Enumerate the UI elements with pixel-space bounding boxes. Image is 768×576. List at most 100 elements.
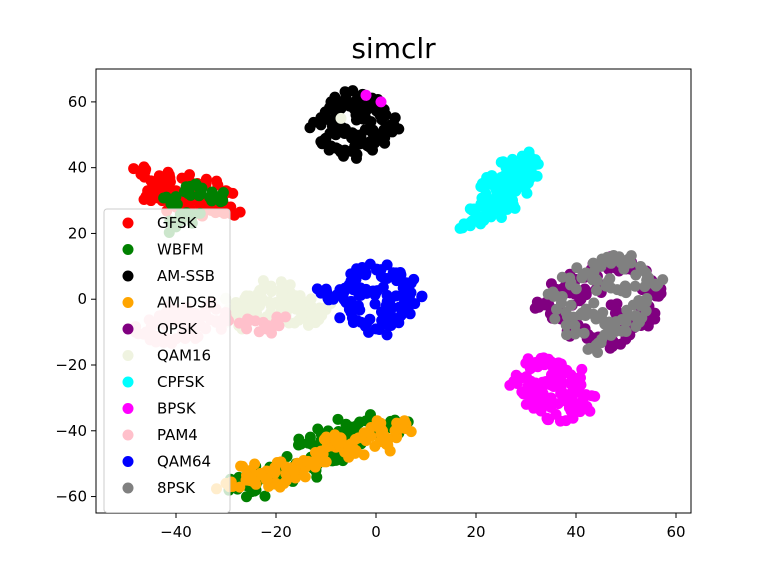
legend-marker [122,244,134,255]
series-8psk [542,250,669,359]
point-8psk [591,275,603,287]
point-am-dsb [349,447,361,459]
point-bpsk [565,376,577,388]
point-bpsk [559,364,571,376]
point-qam64 [376,314,388,326]
y-tick-label: −60 [55,488,87,506]
point-qam64 [404,308,416,320]
point-8psk [629,280,641,292]
point-8psk [565,299,577,311]
point-8psk [604,322,616,334]
point-wbfm [180,181,192,193]
point-wbfm [304,431,316,443]
legend-marker [122,403,134,414]
legend-marker [122,350,134,361]
point-am-ssb [332,143,344,155]
point-cpfsk [495,211,507,223]
y-tick-label: −20 [55,356,87,374]
point-qam64 [320,283,332,295]
legend-label: AM-SSB [157,267,215,285]
point-8psk [641,278,653,290]
legend-marker [122,297,134,308]
point-am-ssb [340,99,352,111]
point-wbfm [311,471,323,483]
legend-label: QPSK [157,320,198,338]
legend-label: 8PSK [157,479,196,497]
point-am-dsb [280,475,292,487]
point-pam4 [259,322,271,334]
series-qam64 [311,258,428,341]
point-wbfm [312,423,324,435]
point-wbfm [353,416,365,428]
point-8psk [577,270,589,282]
point-am-ssb [339,86,351,98]
point-qam64 [381,259,393,271]
point-8psk [636,312,648,324]
legend-label: QAM64 [157,453,211,471]
point-8psk [570,283,582,295]
point-bpsk [510,369,522,381]
point-cpfsk [501,185,513,197]
x-tick-label: 40 [566,523,585,541]
point-gfsk [154,183,166,195]
point-am-ssb [316,138,328,150]
point-qam64 [354,282,366,294]
series-am-ssb [304,85,405,164]
point-8psk [564,272,576,284]
point-bpsk [522,380,534,392]
legend-marker [122,217,134,229]
point-8psk [578,327,590,339]
x-tick-label: 0 [371,523,381,541]
point-am-dsb [373,419,385,431]
point-am-ssb [328,105,340,117]
point-am-dsb [320,456,332,468]
series-cpfsk [454,146,544,234]
point-bpsk [559,388,571,400]
point-wbfm [160,191,172,203]
point-qam64 [369,289,381,301]
point-qam16 [257,275,269,287]
point-am-ssb [348,103,360,115]
point-am-dsb [349,433,361,445]
point-8psk [620,259,632,271]
legend-label: AM-DSB [157,294,217,312]
legend-box [103,208,231,513]
legend-label: WBFM [157,241,204,259]
point-qam64 [345,301,357,313]
point-8psk [638,264,649,276]
point-qam64 [397,282,409,294]
chart-title: simclr [351,32,436,65]
point-am-ssb [371,128,383,140]
point-8psk [640,296,652,308]
point-am-dsb [249,458,261,470]
point-qam64 [393,317,405,329]
point-am-ssb [374,109,386,121]
point-bpsk [530,356,542,368]
point-bpsk [554,415,566,427]
point-am-dsb [358,427,370,439]
point-qam64 [384,294,396,306]
point-qam64 [381,305,393,317]
legend-label: GFSK [157,214,198,232]
legend-label: BPSK [157,400,197,418]
legend-marker [122,323,134,335]
point-bpsk [375,96,387,108]
point-am-dsb [275,456,287,468]
point-8psk [620,325,632,337]
point-wbfm [240,491,252,503]
point-bpsk [548,371,560,383]
point-qam16 [237,301,249,313]
point-qam16 [313,302,325,314]
point-am-dsb [398,415,410,427]
point-am-dsb [241,469,253,481]
point-gfsk [138,171,150,183]
point-8psk [547,286,559,298]
legend-marker [122,376,134,388]
point-qam64 [311,283,323,295]
point-8psk [590,284,602,296]
point-pam4 [279,311,291,323]
legend-label: PAM4 [157,426,198,444]
point-am-dsb [382,439,394,451]
x-tick-label: −40 [160,523,192,541]
